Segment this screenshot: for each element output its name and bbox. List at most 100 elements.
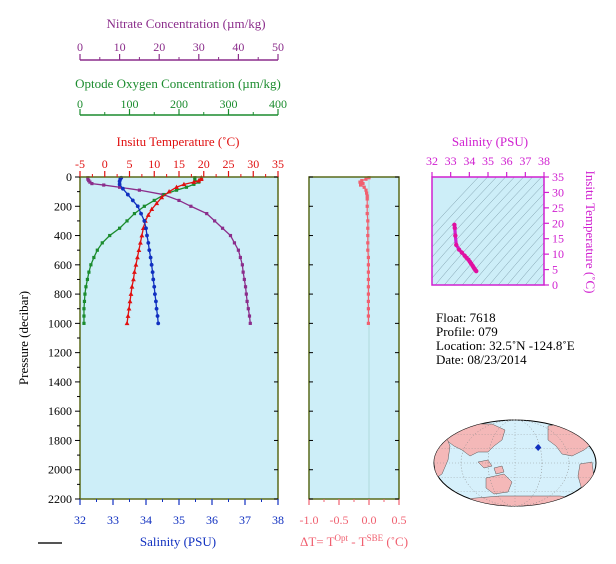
ts-density-contour: [524, 262, 544, 285]
nitrate-tick-label: 30: [193, 40, 205, 54]
nitrate-tick-label: 0: [77, 40, 83, 54]
salinity-point: [156, 321, 161, 326]
temperature-point: [132, 269, 137, 274]
ts-salinity-title: Salinity (PSU): [452, 134, 528, 149]
oxygen-tick-label: 0: [77, 97, 83, 111]
temperature-point: [129, 284, 135, 289]
delta-t-point: [366, 270, 370, 274]
delta-t-panel: -1.0 -0.5 0.0 0.5 ΔT= TOpt - TSBE (˚C): [300, 176, 408, 549]
delta-t-point: [365, 194, 369, 198]
nitrate-point: [137, 188, 141, 192]
oxygen-axis-title: Optode Oxygen Concentration (µm/kg): [75, 76, 281, 91]
nitrate-point: [246, 307, 250, 311]
profiles-panel: 0200400600800100012001400160018002000220…: [16, 16, 287, 549]
delta-t-point: [366, 226, 370, 230]
temperature-point: [145, 212, 151, 217]
oxygen-point: [108, 233, 112, 238]
ts-density-contour: [432, 177, 515, 268]
nitrate-point: [177, 198, 181, 203]
ts-density-contour: [533, 272, 544, 285]
delta-t-point: [361, 181, 365, 186]
delta-t-point: [366, 233, 370, 238]
oxygen-point: [152, 198, 156, 203]
temperature-tick-label: 25: [223, 157, 235, 171]
salinity-point: [125, 192, 130, 197]
temperature-tick-label: 15: [173, 157, 185, 171]
ts-temperature-tick-label: 15: [552, 232, 564, 246]
ts-temperature-tick-label: 25: [552, 201, 564, 215]
oxygen-point: [84, 285, 88, 289]
nitrate-point: [90, 181, 94, 186]
temperature-point: [128, 291, 134, 296]
ts-salinity-tick-label: 35: [482, 154, 494, 168]
pressure-tick-label: 1600: [48, 404, 72, 418]
temperature-point: [166, 189, 172, 194]
oxygen-tick-label: 100: [121, 97, 139, 111]
oxygen-point: [142, 204, 146, 208]
ts-point: [454, 242, 459, 248]
salinity-tick-label: 37: [239, 513, 251, 527]
temperature-point: [196, 178, 202, 183]
pressure-tick-label: 200: [54, 199, 72, 213]
salinity-point: [117, 182, 122, 187]
ts-density-contour: [432, 177, 524, 279]
pressure-tick-label: 1800: [48, 433, 72, 447]
temperature-tick-label: 20: [198, 157, 210, 171]
oxygen-tick-label: 400: [269, 97, 287, 111]
pressure-tick-label: 600: [54, 258, 72, 272]
salinity-point: [146, 240, 151, 245]
ts-temperature-tick-label: 0: [552, 278, 558, 292]
temperature-point: [127, 298, 133, 304]
oxygen-point: [118, 226, 122, 230]
ts-density-contour: [506, 242, 544, 285]
salinity-tick-label: 36: [206, 513, 218, 527]
nitrate-tick-label: 40: [232, 40, 244, 54]
delta-t-point: [366, 219, 370, 223]
delta-t-point: [366, 307, 370, 311]
ts-point: [452, 225, 457, 231]
nitrate-point: [242, 277, 246, 282]
temperature-point: [137, 240, 143, 245]
delta-t-point: [364, 177, 368, 181]
map-meridian: [487, 419, 543, 507]
temperature-point: [133, 262, 139, 267]
ts-point: [459, 250, 465, 255]
profiles-plot-area: [80, 177, 278, 499]
delta-t-point: [366, 292, 370, 296]
nitrate-tick-label: 10: [114, 40, 126, 54]
pressure-tick-label: 1200: [48, 346, 72, 360]
ts-density-contour: [470, 202, 544, 285]
oxygen-point: [162, 192, 166, 197]
oxygen-point: [92, 255, 96, 260]
temperature-point: [135, 254, 140, 260]
nitrate-point: [248, 321, 252, 325]
delta-t-point: [362, 185, 366, 189]
ts-density-contour: [432, 177, 506, 258]
salinity-point: [149, 262, 154, 267]
temperature-tick-label: 0: [102, 157, 108, 171]
oxygen-point: [82, 321, 86, 325]
delta-t-point: [366, 299, 370, 304]
delta-t-axis-title: ΔT= TOpt - TSBE (˚C): [300, 533, 408, 549]
ts-density-contour: [461, 193, 544, 285]
ts-temperature-tick-label: 5: [552, 263, 558, 277]
float-location-marker: [534, 443, 542, 451]
nitrate-point: [245, 299, 249, 304]
temperature-point: [174, 184, 179, 190]
float-id: Float: 7618: [436, 310, 496, 325]
ts-salinity-tick-label: 32: [426, 154, 438, 168]
pressure-tick-label: 400: [54, 229, 72, 243]
oxygen-point: [82, 314, 86, 318]
nitrate-point: [213, 219, 217, 223]
salinity-point: [148, 255, 153, 260]
oxygen-point: [125, 219, 129, 223]
delta-t-tick-label: 0.0: [362, 513, 377, 527]
oxygen-point: [82, 307, 86, 311]
pressure-tick-label: 2000: [48, 463, 72, 477]
delta-t-point: [358, 180, 362, 184]
salinity-point: [130, 198, 135, 203]
ts-density-contour: [434, 177, 533, 285]
nitrate-point: [243, 285, 248, 289]
salinity-point: [121, 186, 125, 191]
